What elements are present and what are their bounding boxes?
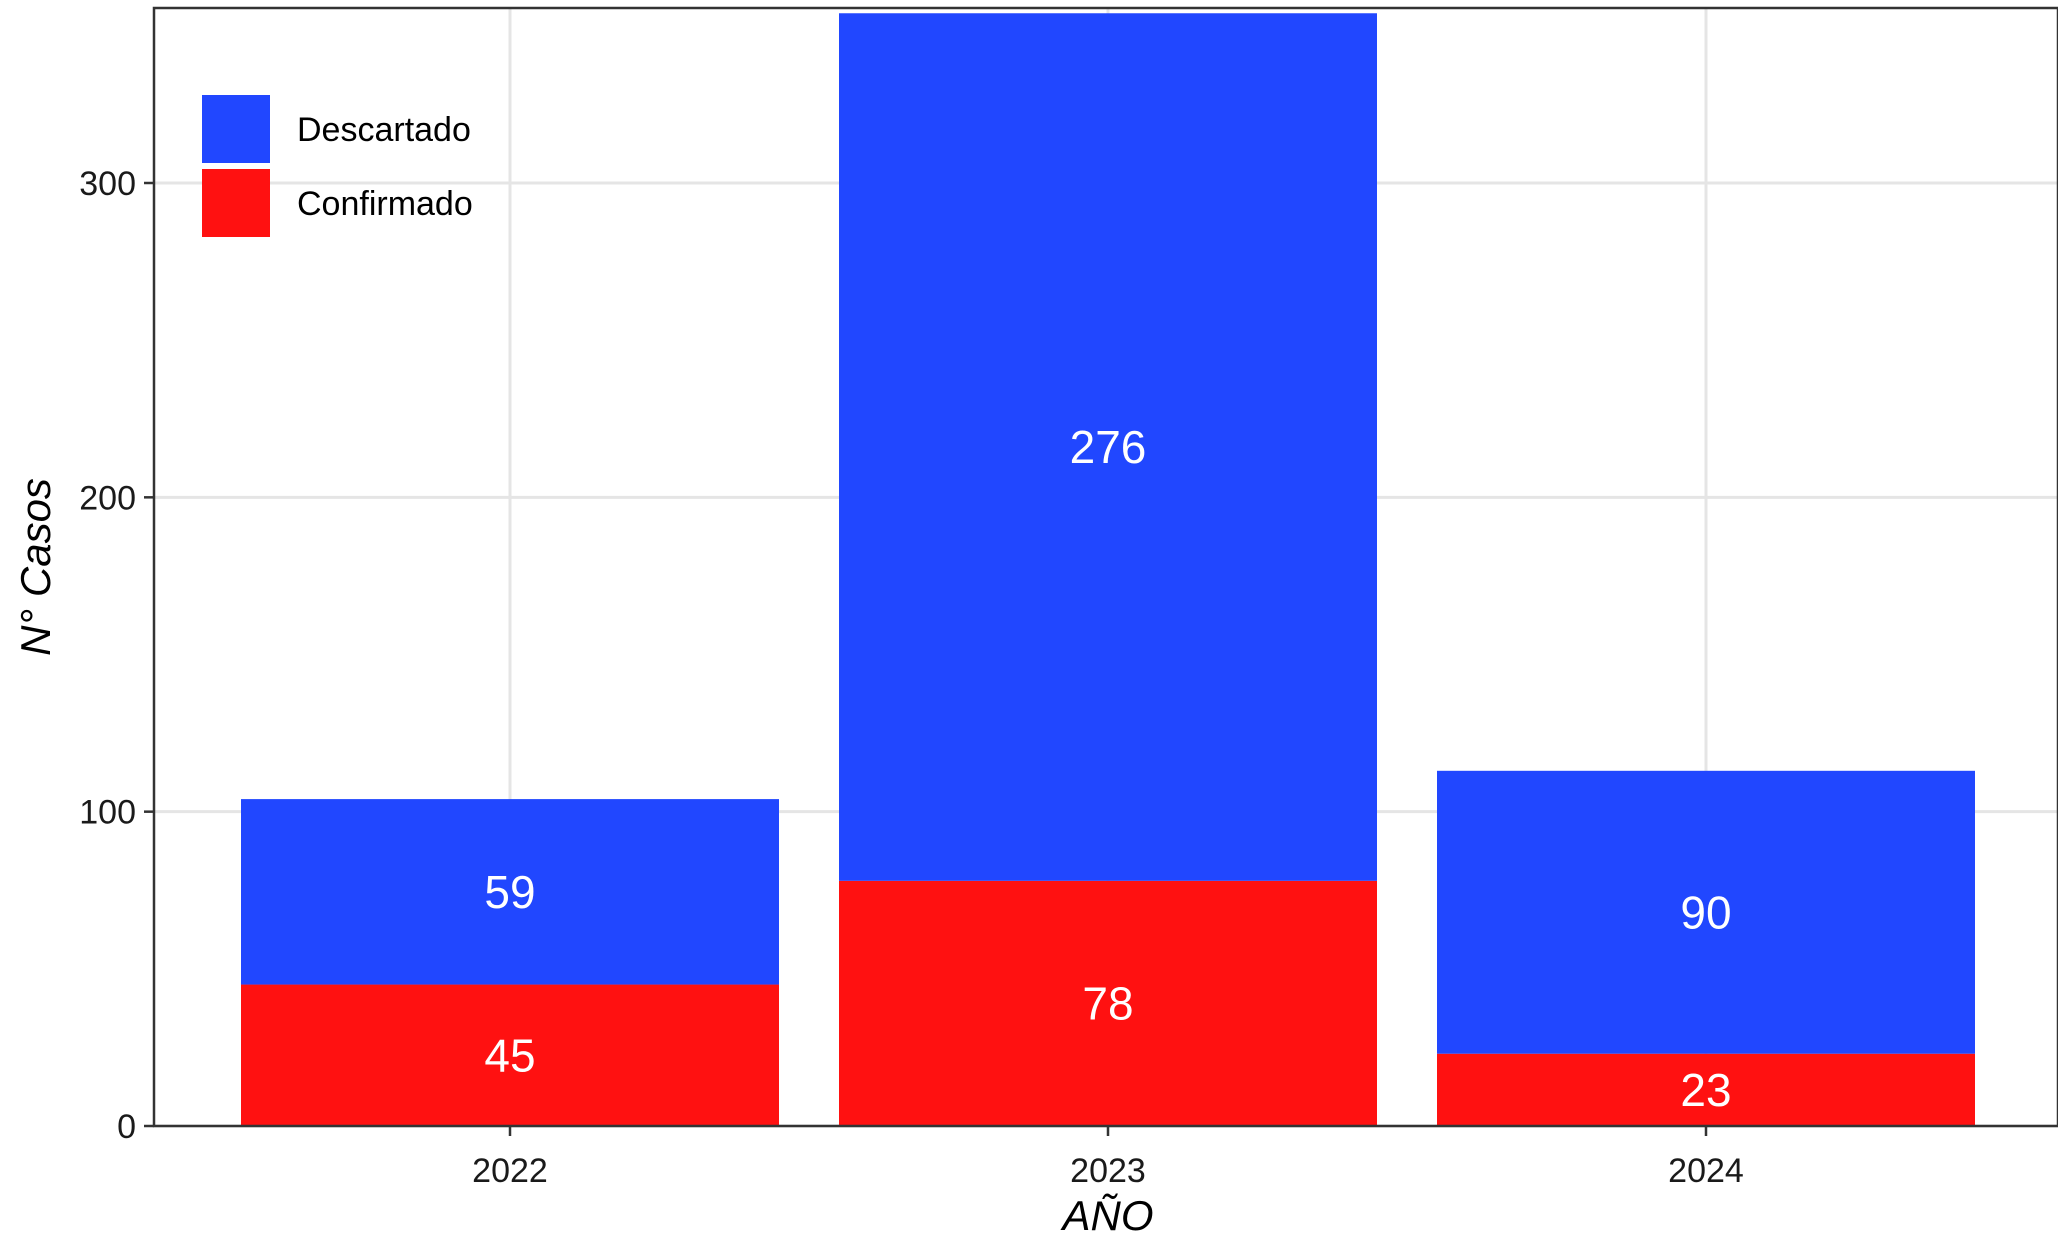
value-label-descartado-2023: 276: [1070, 421, 1147, 473]
legend-key-descartado: [202, 95, 270, 163]
y-axis-title: N° Casos: [12, 478, 59, 656]
value-label-confirmado-2024: 23: [1680, 1064, 1731, 1116]
value-label-descartado-2022: 59: [484, 866, 535, 918]
legend-key-confirmado: [202, 169, 270, 237]
legend-label-confirmado: Confirmado: [297, 185, 473, 223]
value-label-confirmado-2023: 78: [1082, 977, 1133, 1029]
y-tick-label: 100: [79, 794, 136, 832]
value-label-confirmado-2022: 45: [484, 1029, 535, 1081]
x-tick-label: 2022: [472, 1152, 548, 1190]
legend-label-descartado: Descartado: [297, 111, 471, 149]
x-tick-label: 2024: [1668, 1152, 1744, 1190]
x-tick-label: 2023: [1070, 1152, 1146, 1190]
y-tick-label: 300: [79, 165, 136, 203]
y-tick-label: 200: [79, 479, 136, 517]
value-label-descartado-2024: 90: [1680, 886, 1731, 938]
y-tick-label: 0: [117, 1108, 136, 1146]
x-axis-title: AÑO: [1059, 1192, 1153, 1239]
